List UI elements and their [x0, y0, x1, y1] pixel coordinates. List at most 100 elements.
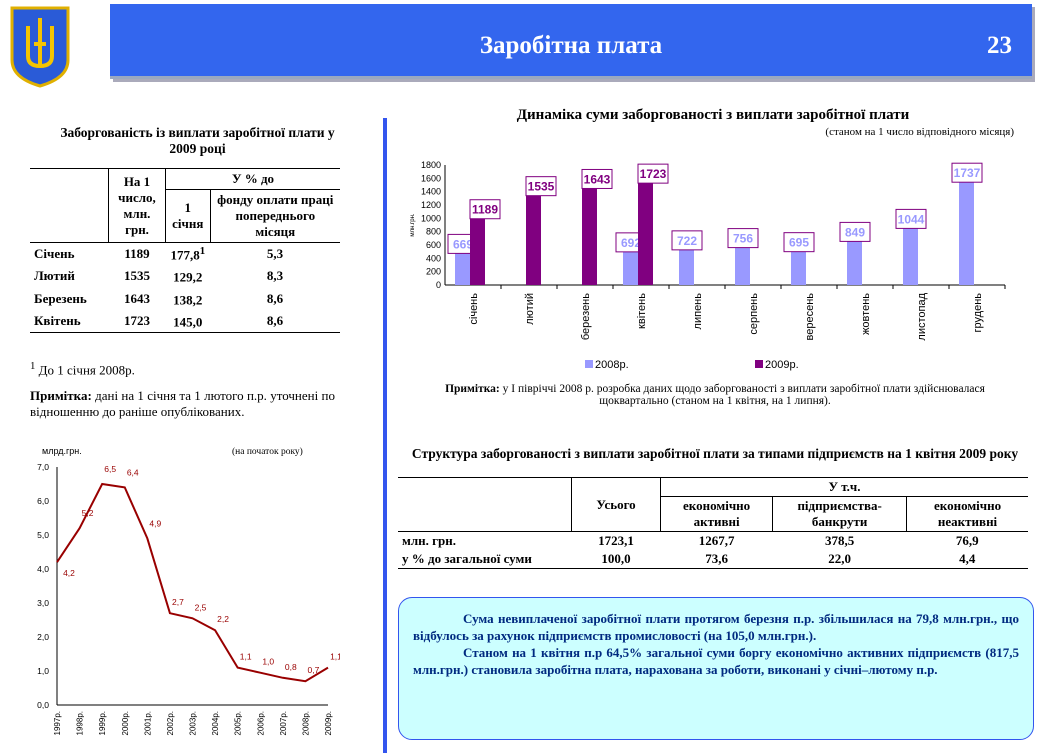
page-number: 23 [987, 32, 1012, 59]
table-row: млн. грн. 1723,1 1267,7 378,5 76,9 [398, 532, 1028, 551]
data-label: 4,9 [149, 518, 161, 528]
x-tick-label: лютий [524, 293, 536, 325]
y-tick-label: 400 [426, 253, 441, 263]
data-label: 1,1 [330, 652, 340, 662]
note-label: Примітка: [30, 388, 92, 403]
data-label: 669 [453, 237, 473, 251]
legend-swatch [755, 360, 763, 368]
data-label-box [951, 162, 983, 183]
footnote-mark: 1 [30, 360, 36, 372]
x-tick-label: вересень [804, 293, 816, 341]
cell: 1189 [124, 246, 150, 262]
x-tick-label: 2009р. [324, 711, 333, 735]
cell: 1267,7 [698, 533, 735, 548]
x-tick-label: 2002р. [166, 711, 175, 735]
x-tick-label: 2004р. [211, 711, 220, 735]
bar-2009р. [526, 182, 541, 285]
bar-chart: 0 200 400 600 800 1000 1200 1400 1600 1800 млн.грн… [410, 160, 1006, 371]
data-label-box [581, 168, 613, 189]
cell: 4,4 [959, 551, 976, 566]
col-header: У % до [165, 168, 340, 190]
data-label: 695 [789, 236, 809, 250]
y-tick-label: 800 [426, 227, 441, 237]
row-label: у % до загальної суми [402, 551, 532, 566]
row-label: млн. грн. [402, 533, 457, 548]
y-tick-label: 600 [426, 240, 441, 250]
line-subtitle: (на початок року) [232, 447, 303, 457]
page-title: Заробітна плата [479, 32, 663, 59]
x-tick-label: листопад [916, 292, 928, 340]
note-text: дані на 1 січня та 1 лютого п.р. уточнен… [30, 388, 335, 419]
col-header: На 1 число, млн. грн. [108, 168, 166, 243]
data-label-box [783, 232, 815, 253]
cell: 1643 [124, 290, 150, 306]
y-tick-label: 1400 [421, 187, 441, 197]
x-tick-label: 2007р. [279, 711, 288, 735]
row-label: Січень [34, 246, 75, 262]
coat-of-arms-emblem [10, 6, 70, 88]
cell: 138,2 [173, 291, 203, 307]
bar-chart-note: Примітка: у І півріччі 2008 р. розробка … [435, 383, 995, 407]
header-bar: Заробітна плата 23 [110, 4, 1032, 79]
bar-2009р. [470, 205, 485, 285]
bar-2009р. [582, 175, 597, 285]
cell: 100,0 [601, 551, 631, 566]
y-tick-label: 1000 [421, 213, 441, 223]
row-label: Березень [34, 290, 87, 306]
x-tick-label: липень [692, 293, 704, 330]
footnote-ref: 1 [199, 245, 206, 257]
cell: 1723,1 [598, 533, 634, 548]
data-label: 2,2 [217, 614, 229, 624]
cell: 378,5 [825, 533, 855, 548]
line-unit: млрд.грн. [42, 446, 82, 456]
footnote: 1 До 1 січня 2008р. [30, 360, 135, 378]
bar-chart-title: Динаміка суми заборгованості з виплати з… [516, 107, 910, 123]
y-tick-label: 200 [426, 267, 441, 277]
y-tick-label: 1600 [421, 173, 441, 183]
y-tick-label: 0,0 [37, 700, 49, 710]
table-row: Січень 1189 177,81 5,3 [30, 243, 340, 266]
data-label: 1189 [472, 203, 498, 217]
x-tick-label: грудень [972, 293, 984, 333]
x-tick-label: 2005р. [234, 711, 243, 735]
x-tick-label: березень [580, 293, 592, 340]
data-label: 1737 [954, 166, 981, 180]
col-header: фонду оплати праці попереднього місяця [217, 192, 334, 239]
data-label-box [525, 176, 557, 197]
data-label-box [469, 199, 501, 220]
y-tick-label: 4,0 [37, 564, 49, 574]
data-label: 1723 [640, 167, 667, 181]
legend-label: 2008р. [595, 359, 629, 371]
data-label: 2,5 [195, 602, 207, 612]
y-tick-label: 5,0 [37, 530, 49, 540]
cell: 76,9 [955, 533, 979, 548]
cell: 1535 [124, 268, 150, 284]
note-label: Примітка: [445, 383, 500, 395]
y-tick-label: 1200 [421, 200, 441, 210]
left-note: Примітка: дані на 1 січня та 1 лютого п.… [30, 388, 335, 420]
cell: 73,6 [705, 551, 728, 566]
data-label: 1,0 [262, 657, 274, 667]
col-header: економічно активні [659, 496, 773, 532]
footnote-text: До 1 січня 2008р. [35, 362, 135, 378]
data-label: 6,4 [127, 467, 139, 477]
right-table-title: Структура заборгованості з виплати зароб… [411, 446, 1019, 461]
bar-2008р. [847, 228, 862, 285]
x-tick-label: 2001р. [143, 711, 152, 735]
series-line [56, 482, 329, 683]
y-tick-label: 6,0 [37, 496, 49, 506]
bar-2008р. [903, 215, 918, 285]
data-label: 1535 [528, 180, 555, 194]
y-tick-label: 0 [436, 280, 441, 290]
cell: 8,3 [266, 268, 284, 284]
x-tick-label: квітень [636, 293, 648, 329]
data-label-box [895, 208, 927, 229]
data-label-box [839, 221, 871, 242]
x-tick-label: 2008р. [301, 711, 310, 735]
data-label: 0,8 [285, 662, 297, 672]
row-label: Квітень [34, 313, 81, 329]
y-tick-label: 3,0 [37, 598, 49, 608]
cell: 145,0 [173, 314, 203, 330]
data-label: 5,2 [82, 508, 94, 518]
data-label: 849 [845, 225, 865, 239]
